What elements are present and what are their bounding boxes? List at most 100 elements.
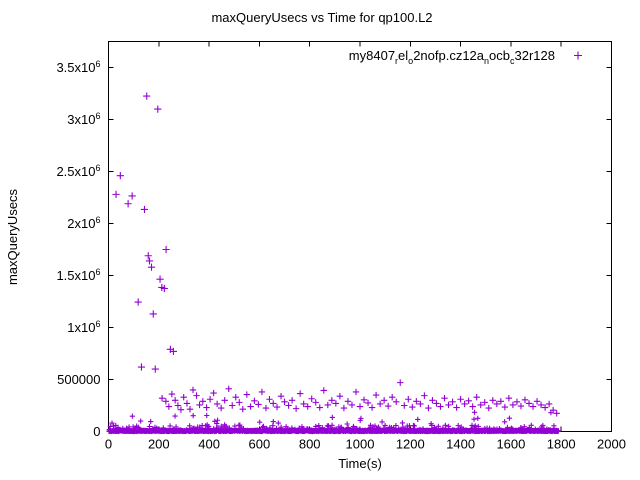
y-tick-label: 1x106 — [67, 319, 100, 335]
data-point-baseline — [372, 423, 378, 429]
data-point-outlier — [145, 257, 154, 265]
x-tick-label: 800 — [299, 437, 321, 452]
data-point-mid — [376, 400, 384, 408]
data-point-mid — [388, 393, 396, 401]
data-point-mid — [180, 393, 187, 401]
data-point-mid — [320, 387, 327, 394]
data-point-outlier — [112, 190, 120, 198]
data-point-mid — [368, 404, 376, 411]
data-point-mid — [206, 396, 214, 403]
data-point-baseline — [275, 420, 281, 426]
data-point-baseline — [502, 419, 508, 425]
data-point-baseline — [475, 415, 481, 421]
data-point-mid — [344, 398, 352, 405]
data-point-mid — [489, 397, 496, 404]
data-point-mid — [397, 379, 404, 386]
data-point-mid — [497, 398, 505, 405]
data-point-mid — [308, 395, 315, 402]
data-point-outlier — [140, 205, 149, 214]
data-point-mid — [481, 399, 488, 406]
data-point-mid — [258, 388, 266, 396]
data-point-mid — [288, 397, 296, 404]
data-point-mid — [525, 400, 533, 407]
x-tick-label: 1000 — [346, 437, 375, 452]
data-point-mid — [285, 402, 292, 409]
data-point-baseline — [172, 413, 178, 419]
data-point-outlier — [162, 245, 170, 254]
data-point-baseline — [190, 413, 196, 419]
data-point-baseline — [316, 422, 322, 429]
data-point-mid — [332, 400, 340, 407]
data-point-mid — [405, 396, 412, 403]
data-point-mid — [517, 402, 525, 410]
data-point-mid — [421, 392, 428, 399]
data-point-mid — [413, 398, 420, 405]
data-point-mid — [203, 404, 210, 411]
data-point-mid — [541, 404, 549, 411]
y-tick-label: 500000 — [57, 372, 100, 387]
data-point-mid — [183, 400, 191, 407]
data-point-baseline — [344, 421, 350, 427]
data-point-baseline — [442, 422, 448, 428]
data-point-outlier — [144, 252, 152, 260]
x-tick-label: 1600 — [496, 437, 525, 452]
data-point-mid — [352, 388, 360, 396]
data-point-mid — [473, 393, 480, 401]
y-axis-title: maxQueryUsecs — [5, 188, 20, 285]
x-tick-label: 0 — [105, 437, 112, 452]
data-point-baseline — [270, 419, 276, 425]
data-point-outlier — [124, 200, 132, 208]
data-points-layer — [106, 92, 562, 435]
data-point-outlier — [137, 363, 146, 371]
data-point-mid — [281, 398, 288, 406]
data-point-baseline — [218, 423, 224, 429]
data-point-mid — [453, 404, 460, 411]
data-point-outlier — [143, 92, 151, 100]
data-point-outlier — [151, 365, 159, 373]
data-point-mid — [266, 396, 273, 403]
data-point-outlier — [116, 172, 124, 180]
data-point-mid — [277, 392, 285, 400]
data-point-mid — [168, 390, 176, 398]
data-point-mid — [232, 393, 239, 401]
data-point-mid — [174, 402, 182, 409]
data-point-mid — [158, 395, 166, 402]
y-tick-label: 2.5x106 — [56, 163, 100, 179]
x-axis-title: Time(s) — [338, 456, 382, 471]
data-point-mid — [189, 386, 197, 394]
data-point-mid — [225, 385, 232, 393]
data-point-mid — [521, 396, 529, 403]
data-point-mid — [312, 399, 319, 406]
chart-title-group: maxQueryUsecs vs Time for qp100.L2 — [211, 10, 432, 25]
data-point-baseline — [506, 415, 513, 421]
data-point-mid — [485, 404, 492, 412]
data-point-mid — [273, 403, 281, 411]
data-point-mid — [513, 398, 521, 406]
data-point-baseline — [429, 422, 435, 429]
data-point-outlier — [149, 310, 157, 318]
data-point-baseline — [214, 417, 221, 423]
data-point-baseline — [358, 415, 364, 421]
data-point-baseline — [475, 423, 481, 430]
data-point-outlier — [134, 298, 142, 306]
data-point-mid — [186, 405, 194, 413]
data-point-mid — [505, 395, 513, 402]
data-point-outlier — [169, 347, 177, 356]
data-point-mid — [493, 400, 501, 408]
data-point-baseline — [129, 413, 135, 419]
legend-marker-plus-icon — [574, 51, 582, 60]
data-point-baseline — [555, 428, 562, 434]
data-point-baseline — [382, 422, 388, 429]
data-point-baseline — [472, 423, 478, 429]
legend: my8407relo2nofp.cz12anocbc32r128 — [349, 48, 582, 66]
data-point-mid — [270, 400, 277, 407]
data-point-mid — [429, 397, 436, 404]
x-tick-label: 200 — [148, 437, 170, 452]
data-point-mid — [236, 399, 243, 406]
data-point-mid — [393, 398, 400, 406]
data-point-mid — [251, 397, 258, 405]
data-point-mid — [221, 397, 228, 404]
data-point-mid — [461, 400, 468, 408]
data-point-mid — [545, 400, 553, 408]
